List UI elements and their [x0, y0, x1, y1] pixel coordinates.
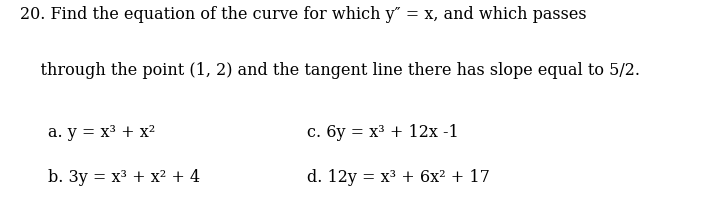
Text: through the point (1, 2) and the tangent line there has slope equal to 5/2.: through the point (1, 2) and the tangent…	[20, 62, 640, 79]
Text: d. 12y = x³ + 6x² + 17: d. 12y = x³ + 6x² + 17	[307, 169, 490, 186]
Text: c. 6y = x³ + 12x -1: c. 6y = x³ + 12x -1	[307, 124, 459, 141]
Text: a. y = x³ + x²: a. y = x³ + x²	[48, 124, 155, 141]
Text: 20. Find the equation of the curve for which y″ = x, and which passes: 20. Find the equation of the curve for w…	[20, 6, 587, 23]
Text: b. 3y = x³ + x² + 4: b. 3y = x³ + x² + 4	[48, 169, 200, 186]
